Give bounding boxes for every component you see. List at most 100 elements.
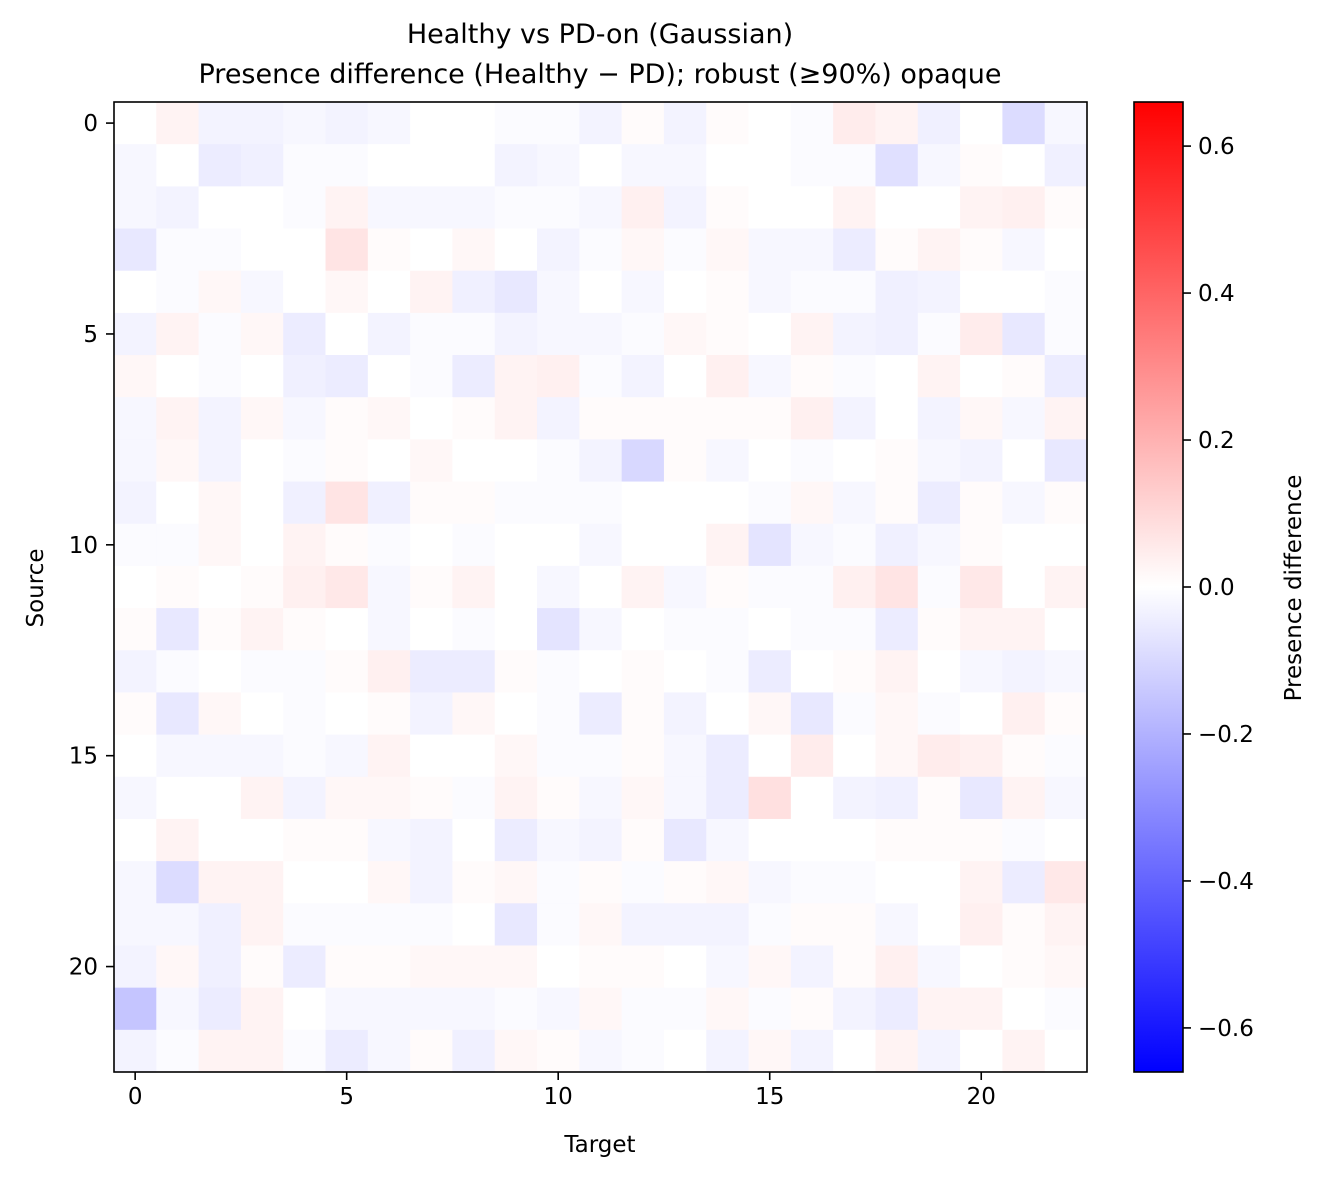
y-axis-label: Source: [23, 549, 49, 628]
heatmap-cell: [156, 144, 200, 187]
heatmap-cell: [325, 818, 369, 862]
heatmap-cell: [156, 608, 200, 651]
heatmap-cell: [452, 397, 496, 440]
heatmap-cell: [494, 481, 538, 525]
heatmap-cell: [960, 102, 1003, 145]
heatmap-cell: [663, 1029, 707, 1073]
heatmap-cell: [537, 818, 580, 862]
heatmap-cell: [621, 312, 665, 356]
heatmap-cell: [452, 903, 496, 947]
heatmap-cell: [663, 439, 707, 483]
heatmap-cell: [283, 312, 327, 356]
heatmap-cell: [325, 397, 369, 440]
heatmap-cell: [452, 945, 496, 989]
heatmap-cell: [790, 102, 834, 145]
heatmap-cell: [1002, 312, 1046, 356]
heatmap-cell: [875, 734, 919, 778]
heatmap-cell: [790, 397, 834, 440]
heatmap-cell: [156, 228, 200, 272]
heatmap-cell: [452, 692, 496, 736]
heatmap-cell: [367, 355, 411, 398]
heatmap-cell: [410, 650, 454, 694]
heatmap-cell: [325, 1029, 369, 1073]
heatmap-cell: [114, 565, 157, 609]
heatmap-cell: [240, 523, 284, 567]
heatmap-cell: [494, 312, 538, 356]
heatmap-cell: [1044, 355, 1088, 398]
heatmap-cell: [325, 565, 369, 609]
heatmap-cell: [114, 270, 157, 314]
heatmap-cell: [494, 397, 538, 440]
heatmap-cell: [325, 270, 369, 314]
heatmap-cell: [156, 650, 200, 694]
colorbar-tick-label: −0.2: [1198, 722, 1254, 748]
heatmap-cell: [748, 1029, 792, 1073]
heatmap-cell: [621, 692, 665, 736]
heatmap-cell: [875, 144, 919, 187]
heatmap-cell: [537, 397, 580, 440]
heatmap-cell: [621, 987, 665, 1031]
heatmap-cell: [1044, 481, 1088, 525]
heatmap-cell: [579, 312, 623, 356]
heatmap-cell: [198, 144, 242, 187]
heatmap-cell: [240, 692, 284, 736]
heatmap-cell: [960, 734, 1003, 778]
heatmap-cell: [663, 861, 707, 904]
heatmap-cell: [663, 481, 707, 525]
heatmap-cell: [960, 439, 1003, 483]
heatmap-cell: [875, 228, 919, 272]
heatmap-cell: [1044, 608, 1088, 651]
heatmap-cell: [283, 608, 327, 651]
heatmap-cell: [114, 1029, 157, 1073]
heatmap-cell: [663, 397, 707, 440]
heatmap-cell: [494, 734, 538, 778]
heatmap-cell: [452, 1029, 496, 1073]
heatmap-cell: [494, 692, 538, 736]
heatmap-cell: [410, 397, 454, 440]
heatmap-cell: [917, 481, 961, 525]
heatmap-cell: [579, 102, 623, 145]
heatmap-cell: [663, 734, 707, 778]
heatmap-cell: [537, 650, 580, 694]
heatmap-cell: [875, 818, 919, 862]
heatmap-cell: [198, 734, 242, 778]
heatmap-cell: [367, 565, 411, 609]
heatmap-cell: [621, 481, 665, 525]
heatmap-cell: [114, 734, 157, 778]
heatmap-cell: [367, 523, 411, 567]
heatmap-cell: [960, 903, 1003, 947]
heatmap-cell: [875, 439, 919, 483]
heatmap-cell: [240, 481, 284, 525]
heatmap-cell: [579, 608, 623, 651]
heatmap-cell: [283, 102, 327, 145]
heatmap-cell: [706, 861, 750, 904]
heatmap-cell: [114, 144, 157, 187]
heatmap-cell: [325, 228, 369, 272]
heatmap-cell: [1002, 945, 1046, 989]
heatmap-cell: [790, 355, 834, 398]
heatmap-cell: [579, 397, 623, 440]
heatmap-cell: [748, 481, 792, 525]
heatmap-cell: [706, 565, 750, 609]
heatmap-cell: [960, 270, 1003, 314]
heatmap-cell: [452, 102, 496, 145]
heatmap-cell: [960, 144, 1003, 187]
heatmap-cell: [706, 903, 750, 947]
colorbar-tick-label: −0.4: [1198, 869, 1254, 895]
heatmap-cell: [748, 102, 792, 145]
heatmap-cell: [283, 650, 327, 694]
heatmap-cell: [325, 312, 369, 356]
heatmap-cell: [748, 270, 792, 314]
heatmap-cell: [833, 481, 877, 525]
heatmap-cell: [960, 397, 1003, 440]
heatmap-cell: [114, 861, 157, 904]
heatmap-cell: [1044, 523, 1088, 567]
heatmap-cell: [748, 987, 792, 1031]
colorbar-tick-label: 0.6: [1198, 134, 1235, 160]
heatmap-cell: [960, 861, 1003, 904]
heatmap-cell: [494, 102, 538, 145]
heatmap-cell: [833, 818, 877, 862]
heatmap-cell: [790, 818, 834, 862]
heatmap-cell: [621, 270, 665, 314]
heatmap-cell: [833, 144, 877, 187]
